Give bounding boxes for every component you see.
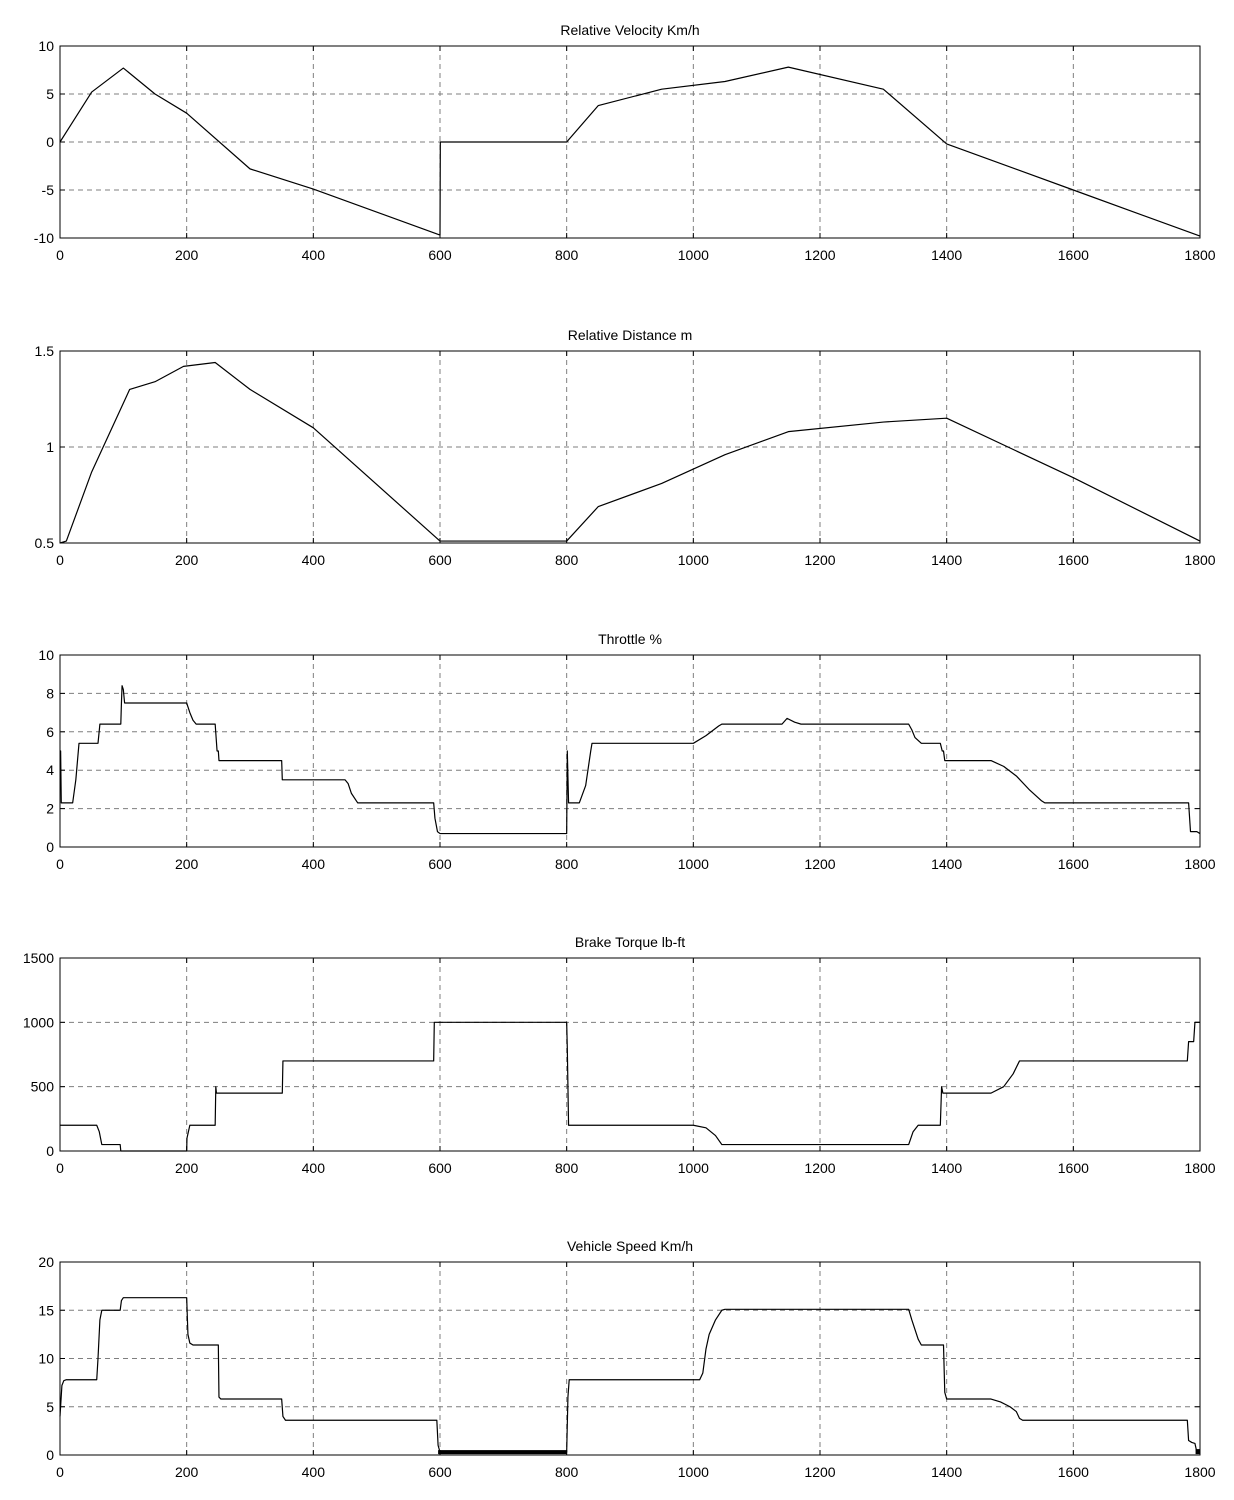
y-tick-label: 1.5 bbox=[35, 343, 55, 359]
y-tick-label: 0 bbox=[46, 1143, 54, 1159]
x-tick-label: 0 bbox=[56, 1160, 64, 1176]
y-tick-label: 6 bbox=[46, 724, 54, 740]
x-tick-label: 800 bbox=[555, 552, 579, 568]
x-tick-label: 1000 bbox=[678, 552, 709, 568]
x-tick-label: 800 bbox=[555, 247, 579, 263]
x-tick-label: 600 bbox=[428, 247, 452, 263]
x-tick-label: 400 bbox=[302, 856, 326, 872]
x-tick-label: 400 bbox=[302, 1160, 326, 1176]
y-tick-label: 10 bbox=[38, 647, 54, 663]
series-line bbox=[59, 66, 1201, 237]
chart-panel-5: 0 200 400 600 800 1000 1200 1400 1600 1800 0 5 10 15 2… bbox=[38, 1238, 1215, 1480]
chart-title: Relative Distance m bbox=[568, 327, 693, 343]
x-tick-label: 1400 bbox=[931, 552, 962, 568]
chart-title: Vehicle Speed Km/h bbox=[567, 1238, 693, 1254]
x-tick-label: 1800 bbox=[1184, 856, 1215, 872]
y-tick-label: 0 bbox=[46, 134, 54, 150]
x-tick-label: 400 bbox=[302, 247, 326, 263]
y-tick-label: 0 bbox=[46, 839, 54, 855]
y-tick-label: 10 bbox=[38, 1351, 54, 1367]
x-tick-label: 200 bbox=[175, 1464, 199, 1480]
chart-title: Brake Torque lb-ft bbox=[575, 934, 685, 950]
x-tick-label: 1000 bbox=[678, 247, 709, 263]
y-tick-label: 8 bbox=[46, 685, 54, 701]
x-tick-label: 800 bbox=[555, 1464, 579, 1480]
x-tick-label: 1200 bbox=[804, 1464, 835, 1480]
x-tick-label: 200 bbox=[175, 247, 199, 263]
x-tick-label: 1200 bbox=[804, 856, 835, 872]
chart-panel-3: 0 200 400 600 800 1000 1200 1400 1600 1800 0 2 4 6 8 10… bbox=[38, 631, 1215, 872]
x-tick-label: 1200 bbox=[804, 1160, 835, 1176]
x-tick-label: 1000 bbox=[678, 1160, 709, 1176]
series-line bbox=[59, 361, 1201, 544]
x-tick-label: 1800 bbox=[1184, 552, 1215, 568]
x-tick-label: 0 bbox=[56, 1464, 64, 1480]
y-tick-label: 5 bbox=[46, 86, 54, 102]
x-tick-label: 1000 bbox=[678, 856, 709, 872]
x-tick-label: 1400 bbox=[931, 1464, 962, 1480]
y-tick-label: 2 bbox=[46, 801, 54, 817]
x-tick-label: 400 bbox=[302, 1464, 326, 1480]
y-tick-label: 20 bbox=[38, 1254, 54, 1270]
x-tick-label: 1400 bbox=[931, 1160, 962, 1176]
y-tick-label: 0 bbox=[46, 1447, 54, 1463]
x-tick-label: 1000 bbox=[678, 1464, 709, 1480]
chart-title: Throttle % bbox=[598, 631, 662, 647]
series-band bbox=[1195, 1449, 1200, 1455]
y-tick-label: 5 bbox=[46, 1399, 54, 1415]
x-tick-label: 1600 bbox=[1058, 1464, 1089, 1480]
x-tick-label: 600 bbox=[428, 1160, 452, 1176]
chart-panel-4: 0 200 400 600 800 1000 1200 1400 1600 1800 0 500 100… bbox=[23, 934, 1216, 1176]
x-tick-label: 800 bbox=[555, 1160, 579, 1176]
x-tick-label: 1800 bbox=[1184, 1464, 1215, 1480]
x-tick-label: 0 bbox=[56, 247, 64, 263]
x-tick-label: 1600 bbox=[1058, 856, 1089, 872]
y-tick-label: 0.5 bbox=[35, 535, 55, 551]
x-tick-label: 400 bbox=[302, 552, 326, 568]
x-tick-label: 600 bbox=[428, 552, 452, 568]
y-tick-label: 1500 bbox=[23, 950, 54, 966]
x-tick-label: 1600 bbox=[1058, 552, 1089, 568]
series-line bbox=[60, 685, 1201, 835]
plot-area bbox=[59, 654, 1201, 848]
series-line bbox=[60, 1021, 1200, 1152]
y-tick-label: 10 bbox=[38, 38, 54, 54]
x-tick-label: 600 bbox=[428, 1464, 452, 1480]
x-tick-label: 1800 bbox=[1184, 1160, 1215, 1176]
series-band bbox=[438, 1450, 567, 1455]
y-tick-label: -10 bbox=[34, 230, 54, 246]
x-tick-label: 1200 bbox=[804, 247, 835, 263]
y-tick-label: 500 bbox=[31, 1079, 55, 1095]
y-tick-label: 4 bbox=[46, 762, 54, 778]
x-tick-label: 200 bbox=[175, 552, 199, 568]
x-tick-label: 0 bbox=[56, 552, 64, 568]
x-tick-label: 1200 bbox=[804, 552, 835, 568]
x-tick-label: 1400 bbox=[931, 856, 962, 872]
x-tick-label: 0 bbox=[56, 856, 64, 872]
y-tick-label: -5 bbox=[42, 182, 55, 198]
chart-panel-2: 0 200 400 600 800 1000 1200 1400 1600 1800 0.5 1 1.5… bbox=[35, 327, 1216, 568]
x-tick-label: 1600 bbox=[1058, 1160, 1089, 1176]
plot-area bbox=[59, 957, 1201, 1152]
x-tick-label: 800 bbox=[555, 856, 579, 872]
series-line bbox=[59, 1297, 1200, 1453]
x-tick-label: 200 bbox=[175, 1160, 199, 1176]
x-tick-label: 200 bbox=[175, 856, 199, 872]
x-tick-label: 1600 bbox=[1058, 247, 1089, 263]
x-tick-label: 1800 bbox=[1184, 247, 1215, 263]
y-tick-label: 15 bbox=[38, 1302, 54, 1318]
x-tick-label: 1400 bbox=[931, 247, 962, 263]
y-tick-label: 1 bbox=[46, 439, 54, 455]
chart-panel-1: 0 200 400 600 800 1000 1200 1400 1600 1800 -10 -5 0 5… bbox=[34, 22, 1216, 263]
chart-title: Relative Velocity Km/h bbox=[560, 22, 699, 38]
y-tick-label: 1000 bbox=[23, 1014, 54, 1030]
x-tick-label: 600 bbox=[428, 856, 452, 872]
